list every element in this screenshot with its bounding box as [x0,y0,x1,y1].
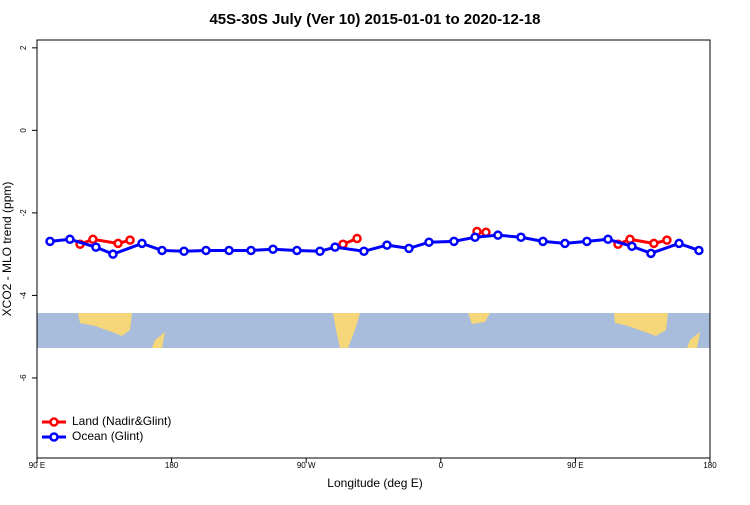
point [137,238,147,249]
point [404,243,414,254]
point [674,238,684,249]
legend-label: Ocean (Glint) [72,429,143,443]
legend-label: Land (Nadir&Glint) [72,414,171,428]
chart-title: 45S-30S July (Ver 10) 2015-01-01 to 2020… [209,11,540,28]
point [424,237,434,247]
point [516,232,526,242]
x-tick-label: 180 [703,461,717,470]
x-tick-label: 180 [165,461,179,470]
point [157,245,167,256]
point [352,233,362,244]
point [268,244,278,254]
y-tick-label: -2 [19,209,28,217]
point [603,234,613,245]
point [627,241,637,252]
y-axis-label: XCO2 - MLO trend (ppm) [0,182,14,317]
x-tick-label: 90 W [297,461,316,470]
point [382,240,392,250]
point [493,230,503,240]
point [359,246,369,257]
point [694,245,704,256]
point [179,246,189,257]
point [91,242,101,252]
point [292,245,302,256]
x-tick-label: 0 [439,461,444,470]
point [45,236,55,247]
x-axis-label: Longitude (deg E) [327,476,422,490]
point [113,238,123,249]
legend-marker [49,432,59,442]
point [125,235,135,245]
point [224,245,234,256]
point [449,236,459,247]
point [560,238,570,249]
map-strip [37,313,710,348]
point [201,245,211,256]
series-line [49,233,700,256]
legend-marker [49,417,59,427]
point [88,234,98,245]
point [330,242,340,252]
point [65,234,75,245]
point [246,245,256,256]
point [315,246,325,257]
x-tick-label: 90 E [567,461,583,470]
point [108,249,118,259]
series-line [79,229,668,246]
x-tick-label: 90 E [29,461,45,470]
plot-frame [36,39,711,459]
y-tick-label: -6 [19,374,28,382]
point [582,236,592,247]
point [470,232,480,242]
point [538,236,548,247]
y-tick-label: 0 [19,128,28,133]
point [649,238,659,249]
point [662,235,672,245]
y-tick-label: 2 [19,45,28,50]
point [646,248,656,259]
y-tick-label: -4 [19,291,28,299]
